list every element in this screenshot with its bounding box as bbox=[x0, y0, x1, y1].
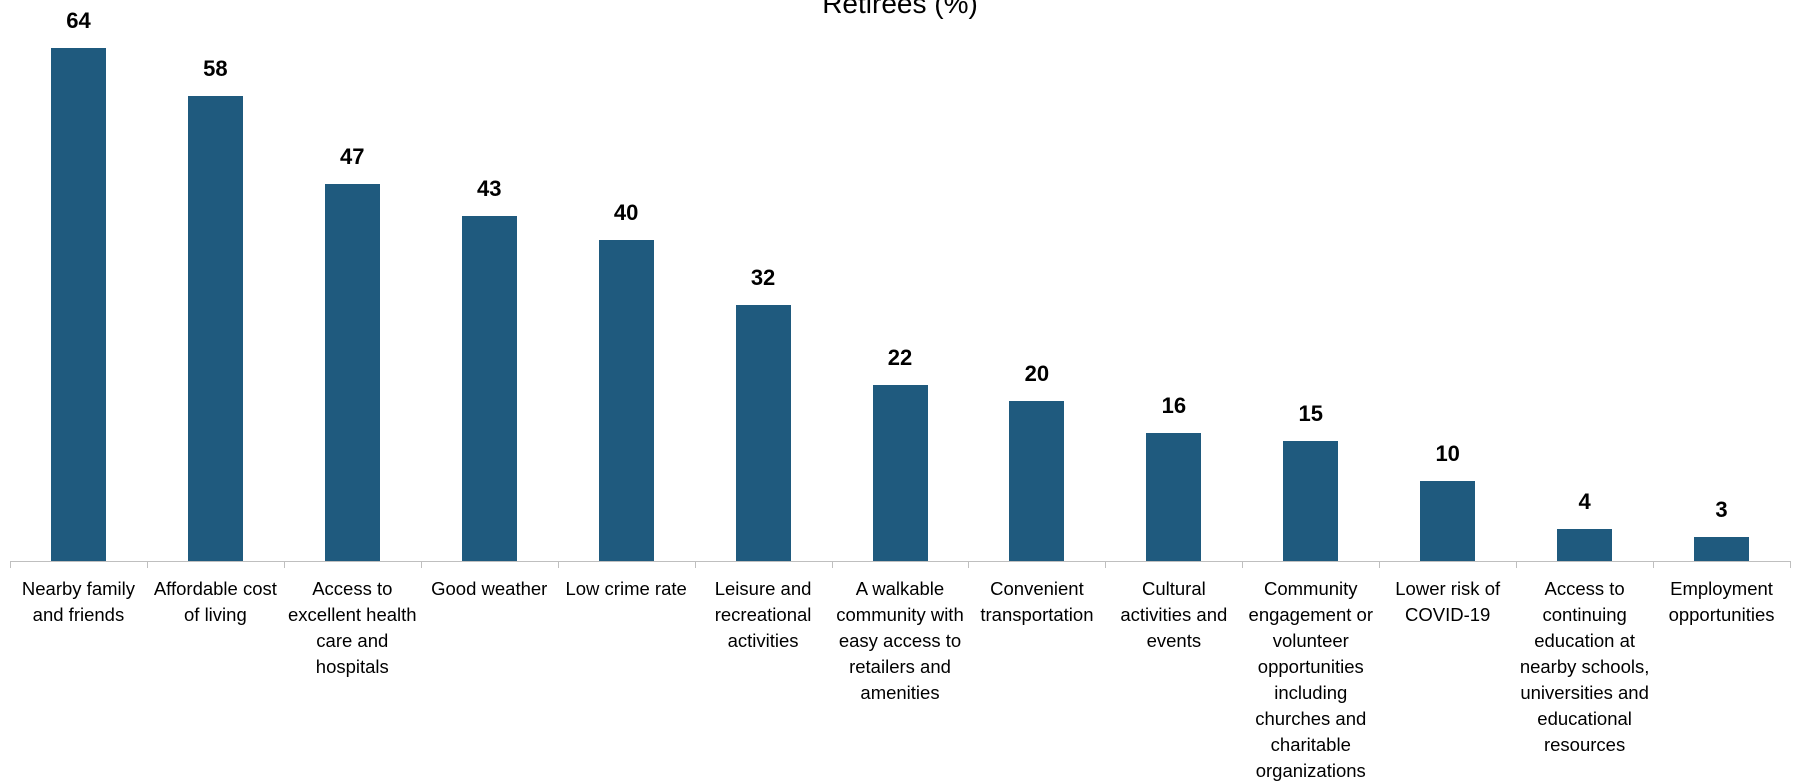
category-label: Nearby family and friends bbox=[21, 578, 135, 625]
bar bbox=[1694, 536, 1750, 561]
bar bbox=[872, 384, 928, 561]
category-label: Employment opportunities bbox=[1668, 578, 1775, 625]
category-label: Community engagement or volunteer opport… bbox=[1248, 578, 1373, 781]
category-label: A walkable community with easy access to… bbox=[836, 578, 964, 703]
x-axis-tick bbox=[420, 561, 422, 568]
data-label: 32 bbox=[750, 264, 776, 290]
x-axis-tick bbox=[1379, 561, 1381, 568]
category-label: Access to continuing education at nearby… bbox=[1519, 578, 1650, 755]
category-label: Leisure and recreational activities bbox=[714, 578, 812, 651]
category-label: Access to excellent health care and hosp… bbox=[288, 578, 417, 677]
category-label: Low crime rate bbox=[565, 578, 687, 599]
category-label: Cultural activities and events bbox=[1120, 578, 1228, 651]
x-axis-tick bbox=[1242, 561, 1244, 568]
bar bbox=[735, 304, 791, 561]
data-label: 22 bbox=[887, 344, 913, 370]
x-axis-tick bbox=[1790, 561, 1791, 568]
data-label: 47 bbox=[340, 144, 365, 170]
bar bbox=[461, 216, 517, 561]
bar bbox=[1283, 440, 1339, 561]
data-label: 10 bbox=[1435, 440, 1460, 466]
bar bbox=[1009, 400, 1065, 561]
category-label: Affordable cost of living bbox=[153, 578, 277, 625]
x-axis-tick bbox=[146, 561, 148, 568]
data-label: 20 bbox=[1024, 360, 1050, 386]
data-label: 43 bbox=[476, 176, 502, 202]
bar bbox=[1557, 528, 1613, 561]
bar bbox=[50, 48, 106, 561]
bar bbox=[598, 240, 654, 561]
x-axis-tick bbox=[283, 561, 285, 568]
data-label: 15 bbox=[1298, 400, 1323, 426]
bar bbox=[187, 96, 243, 561]
x-axis-tick bbox=[968, 561, 970, 568]
data-label: 4 bbox=[1578, 488, 1591, 514]
category-label: Lower risk of COVID-19 bbox=[1395, 578, 1501, 625]
data-label: 16 bbox=[1161, 392, 1187, 418]
data-label: 64 bbox=[66, 8, 91, 33]
x-axis-tick bbox=[831, 561, 833, 568]
category-label: Good weather bbox=[431, 578, 548, 599]
chart-title: Retirees (%) bbox=[822, 0, 978, 19]
data-label: 40 bbox=[613, 200, 639, 226]
data-label: 3 bbox=[1715, 496, 1728, 522]
x-axis-line bbox=[10, 561, 1790, 562]
bar bbox=[1420, 480, 1476, 561]
data-label: 58 bbox=[203, 56, 228, 82]
bar bbox=[324, 184, 380, 561]
category-label: Convenient transportation bbox=[980, 578, 1094, 625]
x-axis-tick bbox=[1516, 561, 1518, 568]
x-axis-tick bbox=[1105, 561, 1107, 568]
x-axis-tick bbox=[1653, 561, 1655, 568]
x-axis-tick bbox=[557, 561, 559, 568]
x-axis-tick bbox=[694, 561, 696, 568]
bar bbox=[1146, 432, 1202, 561]
x-axis-tick bbox=[10, 561, 11, 568]
